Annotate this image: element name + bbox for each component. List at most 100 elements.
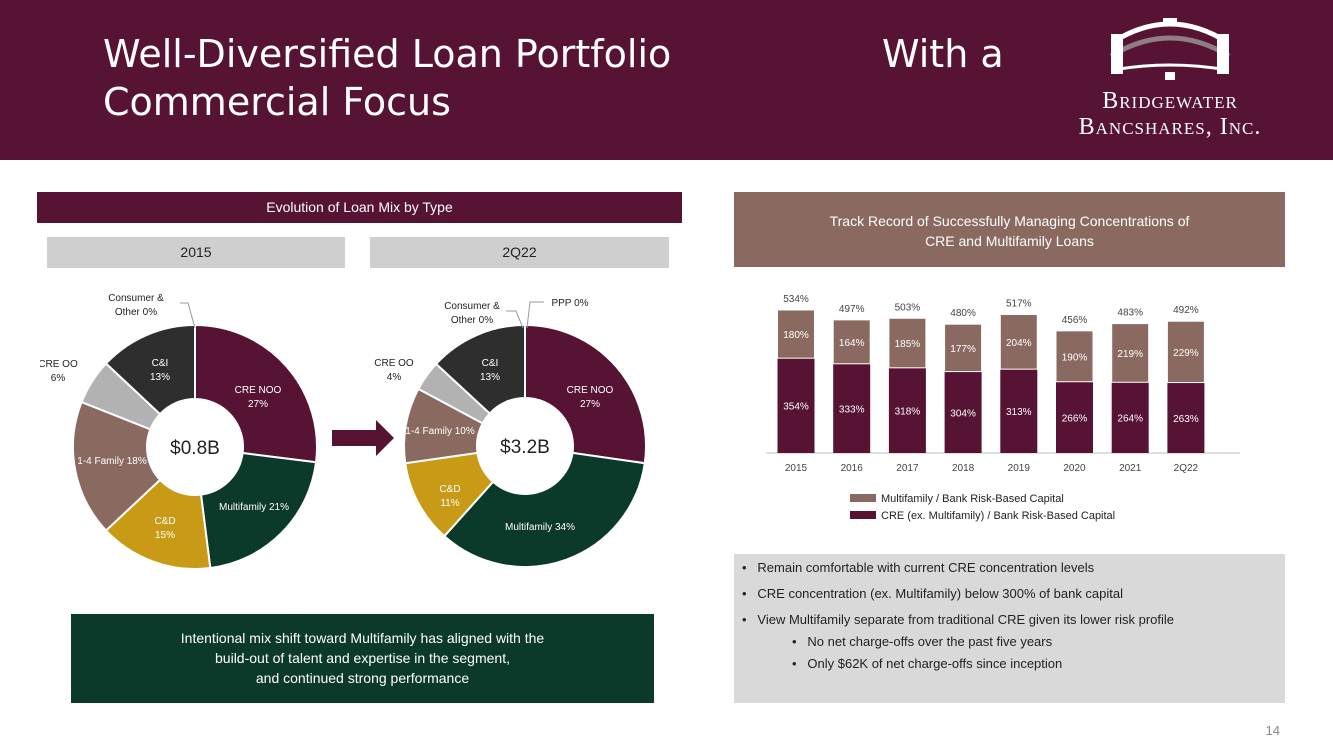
pie-label-cre-oo: CRE OO	[40, 359, 78, 370]
pie-label-cre-noo: CRE NOO	[567, 385, 614, 396]
x-tick-label: 2016	[841, 463, 864, 474]
page-title-with: With a	[882, 32, 1004, 76]
page-title-line1: Well-Diversified Loan Portfolio	[103, 32, 672, 76]
concentration-section-title: Track Record of Successfully Managing Co…	[734, 192, 1285, 267]
bar-cre-ex-multifamily	[777, 358, 815, 453]
pie-center-total: $0.8B	[170, 438, 220, 459]
bar-label-cre: 318%	[895, 406, 921, 417]
bar-label-cre: 304%	[950, 408, 976, 419]
x-tick-label: 2021	[1119, 463, 1142, 474]
bar-total-label: 534%	[783, 294, 809, 305]
bar-label-multifamily: 229%	[1173, 348, 1199, 359]
callout-line3: and continued strong performance	[255, 670, 470, 686]
bar-label-cre: 313%	[1006, 407, 1032, 418]
bar-total-label: 492%	[1173, 305, 1199, 316]
bar-multifamily	[999, 314, 1038, 370]
pie-label-cre-noo: CRE NOO	[235, 385, 282, 396]
leader-line	[506, 310, 524, 329]
legend-label: Multifamily / Bank Risk-Based Capital	[881, 493, 1064, 505]
pie-center-hole	[147, 399, 243, 495]
logo-line1: Bridgewater	[1102, 88, 1238, 114]
bullet-item: • CRE concentration (ex. Multifamily) be…	[742, 586, 1124, 601]
bar-label-cre: 333%	[839, 404, 865, 415]
concentration-bar-chart: 354% 180% 534% 2015 333% 164% 497% 2016 318% 185%…	[766, 294, 1240, 522]
arrow-right-icon	[332, 420, 394, 456]
bar-total-label: 503%	[895, 302, 921, 313]
bar-total-label: 456%	[1062, 315, 1088, 326]
bar-label-multifamily: 219%	[1117, 349, 1143, 360]
concentration-bullets: • Remain comfortable with current CRE co…	[734, 554, 1285, 703]
pie-label-c-d: 15%	[155, 530, 175, 541]
bar-cre-ex-multifamily	[833, 363, 871, 453]
bar-label-cre: 263%	[1173, 414, 1199, 425]
bar-label-cre: 266%	[1062, 413, 1088, 424]
x-tick-label: 2017	[896, 463, 919, 474]
pie-label-cre-oo: CRE OO	[374, 358, 414, 369]
bar-cre-ex-multifamily	[1111, 382, 1149, 453]
loan-mix-section-title: Evolution of Loan Mix by Type	[37, 192, 682, 223]
logo-line2: Bancshares, Inc.	[1078, 114, 1262, 140]
bullet-item: • Remain comfortable with current CRE co…	[742, 560, 1095, 575]
bar-cre-ex-multifamily	[888, 367, 926, 453]
legend-label: CRE (ex. Multifamily) / Bank Risk-Based …	[881, 510, 1115, 522]
callout-line1: Intentional mix shift toward Multifamily…	[180, 630, 545, 646]
bar-label-cre: 354%	[783, 402, 809, 413]
pie-label-multifamily: Multifamily 21%	[219, 502, 289, 513]
pie-label-c-d: C&D	[154, 516, 175, 527]
x-tick-label: 2015	[785, 463, 808, 474]
pie-chart-2q22: CRE NOO 27% Multifamily 34% C&D 11% 1-4 Famil…	[374, 298, 647, 568]
sub-bullet-item: • No net charge-offs over the past five …	[792, 634, 1053, 649]
pie-label-multifamily: Multifamily 34%	[505, 522, 575, 533]
bar-multifamily	[944, 323, 983, 373]
pie-label-consumer-other: Consumer &	[108, 293, 164, 304]
sub-bullet-item: • Only $62K of net charge-offs since inc…	[792, 656, 1063, 671]
pie-label-cre-noo: 27%	[248, 399, 268, 410]
bullet-item: • View Multifamily separate from traditi…	[742, 612, 1175, 627]
pie-label-cre-oo: 4%	[387, 372, 402, 383]
bar-label-multifamily: 164%	[839, 338, 865, 349]
page-title-line2: Commercial Focus	[103, 80, 451, 124]
pie-label-c-d: 11%	[440, 498, 459, 509]
pie-label-1-4-family: 1-4 Family 18%	[77, 456, 147, 467]
bridgewater-logo-icon	[1109, 18, 1231, 80]
pie-2015-title: 2015	[47, 237, 345, 268]
legend-swatch	[850, 494, 876, 502]
legend-swatch	[850, 511, 876, 519]
x-tick-label: 2020	[1063, 463, 1086, 474]
pie-center-total: $3.2B	[500, 437, 550, 458]
bar-cre-ex-multifamily	[1000, 369, 1038, 453]
bar-cre-ex-multifamily	[944, 371, 982, 453]
pie-label-ppp: PPP 0%	[551, 298, 588, 309]
leader-line	[180, 302, 196, 329]
pie-center-hole	[477, 398, 573, 494]
pie-label-c-d: C&D	[439, 484, 460, 495]
bar-label-multifamily: 180%	[783, 330, 809, 341]
pie-label-cre-noo: 27%	[580, 399, 600, 410]
bar-multifamily	[1166, 320, 1205, 384]
pie-2q22-title: 2Q22	[370, 237, 669, 268]
concentration-title-line1: Track Record of Successfully Managing Co…	[829, 213, 1190, 229]
bar-total-label: 480%	[950, 308, 976, 319]
pie-label-1-4-family: 1-4 Family 10%	[405, 426, 475, 437]
bar-label-multifamily: 204%	[1006, 338, 1032, 349]
bar-total-label: 483%	[1117, 308, 1143, 319]
bar-label-multifamily: 177%	[950, 344, 976, 355]
pie-label-consumer-other: Other 0%	[451, 315, 493, 326]
pie-chart-2015: CRE NOO 27% Multifamily 21% C&D 15% 1-4 Famil…	[40, 293, 318, 570]
pie-label-c-i: 13%	[150, 372, 170, 383]
bar-multifamily	[832, 319, 871, 365]
pie-label-consumer-other: Other 0%	[115, 307, 157, 318]
bar-multifamily	[1055, 330, 1094, 383]
pie-label-cre-oo: 6%	[51, 373, 66, 384]
bar-multifamily	[888, 317, 927, 369]
pie-label-c-i: C&I	[152, 358, 169, 369]
bar-multifamily	[777, 309, 815, 359]
bar-label-multifamily: 185%	[895, 339, 921, 350]
callout-line2: build-out of talent and expertise in the…	[215, 650, 510, 666]
page-number: 14	[1265, 723, 1280, 738]
bar-total-label: 517%	[1006, 299, 1032, 310]
x-tick-label: 2Q22	[1174, 463, 1199, 474]
pie-label-c-i: C&I	[482, 358, 499, 369]
bar-cre-ex-multifamily	[1167, 382, 1205, 453]
pie-label-c-i: 13%	[480, 372, 500, 383]
